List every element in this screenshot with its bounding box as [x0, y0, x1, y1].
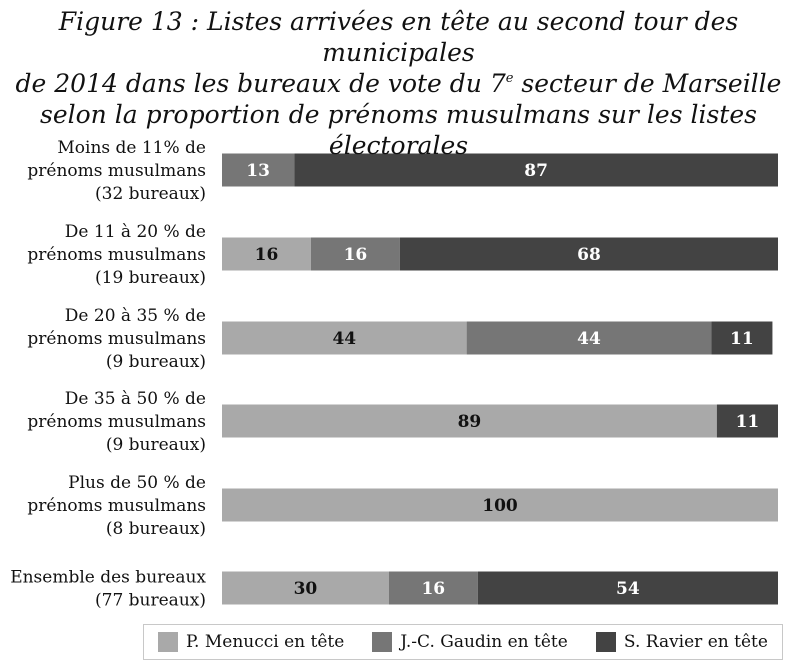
- value-label-p-menucci-en-t-te-1: 16: [255, 245, 279, 265]
- legend-label-menucci: P. Menucci en tête: [186, 632, 345, 652]
- bar-j-c-gaudin-en-t-te-1: [310, 237, 400, 271]
- bar-p-menucci-en-t-te-3: [222, 404, 717, 438]
- bar-s-ravier-en-t-te-1: [399, 237, 778, 271]
- bar-s-ravier-en-t-te-2: [711, 321, 773, 355]
- category-label-1: De 11 à 20 % de prénoms musulmans (19 bure…: [27, 222, 206, 288]
- category-label-5: Ensemble des bureaux (77 bureaux): [10, 568, 206, 611]
- category-label-2: De 20 à 35 % de prénoms musulmans (9 burea…: [27, 306, 206, 372]
- category-label-4: Plus de 50 % de prénoms musulmans (8 burea…: [27, 473, 206, 539]
- value-label-j-c-gaudin-en-t-te-0: 13: [246, 161, 270, 181]
- bar-s-ravier-en-t-te-5: [477, 571, 778, 605]
- bar-s-ravier-en-t-te-0: [294, 153, 778, 187]
- legend-label-gaudin: J.-C. Gaudin en tête: [400, 632, 568, 652]
- value-label-s-ravier-en-t-te-3: 11: [736, 412, 760, 432]
- value-label-p-menucci-en-t-te-3: 89: [458, 412, 482, 432]
- legend-swatch-gaudin: [372, 632, 393, 652]
- value-label-p-menucci-en-t-te-4: 100: [482, 496, 518, 516]
- bar-p-menucci-en-t-te-1: [222, 237, 311, 271]
- bar-p-menucci-en-t-te-4: [222, 488, 778, 522]
- category-label-3: De 35 à 50 % de prénoms musulmans (9 burea…: [27, 389, 206, 455]
- value-label-j-c-gaudin-en-t-te-1: 16: [344, 245, 368, 265]
- value-label-p-menucci-en-t-te-2: 44: [332, 329, 356, 349]
- category-label-0: Moins de 11% de prénoms musulmans (32 bure…: [27, 138, 206, 204]
- value-label-s-ravier-en-t-te-5: 54: [616, 579, 640, 599]
- title-line-1: Figure 13 : Listes arrivées en tête au s…: [58, 7, 739, 67]
- legend-swatch-menucci: [158, 632, 179, 652]
- title-line-2b: secteur de Marseille: [513, 69, 782, 98]
- value-label-s-ravier-en-t-te-0: 87: [524, 161, 548, 181]
- legend-label-ravier: S. Ravier en tête: [623, 632, 768, 652]
- legend-item-menucci: P. Menucci en tête: [158, 632, 344, 652]
- legend-item-gaudin: J.-C. Gaudin en tête: [372, 632, 568, 652]
- title-line-3: selon la proportion de prénoms musulmans…: [40, 100, 757, 160]
- value-label-j-c-gaudin-en-t-te-2: 44: [577, 329, 601, 349]
- legend: P. Menucci en tête J.-C. Gaudin en tête …: [143, 624, 783, 660]
- legend-swatch-ravier: [595, 632, 616, 652]
- chart-title: Figure 13 : Listes arrivées en tête au s…: [0, 6, 797, 161]
- value-label-s-ravier-en-t-te-2: 11: [730, 329, 754, 349]
- bar-p-menucci-en-t-te-2: [222, 321, 467, 355]
- bar-j-c-gaudin-en-t-te-0: [222, 153, 295, 187]
- value-label-j-c-gaudin-en-t-te-5: 16: [421, 579, 445, 599]
- value-label-s-ravier-en-t-te-1: 68: [577, 245, 601, 265]
- title-line-2a: de 2014 dans les bureaux de vote du 7: [15, 69, 506, 98]
- title-superscript: e: [505, 71, 514, 86]
- legend-item-ravier: S. Ravier en tête: [595, 632, 768, 652]
- bar-p-menucci-en-t-te-5: [222, 571, 389, 605]
- bar-s-ravier-en-t-te-3: [716, 404, 778, 438]
- value-label-p-menucci-en-t-te-5: 30: [294, 579, 318, 599]
- bar-j-c-gaudin-en-t-te-2: [466, 321, 712, 355]
- bar-j-c-gaudin-en-t-te-5: [388, 571, 478, 605]
